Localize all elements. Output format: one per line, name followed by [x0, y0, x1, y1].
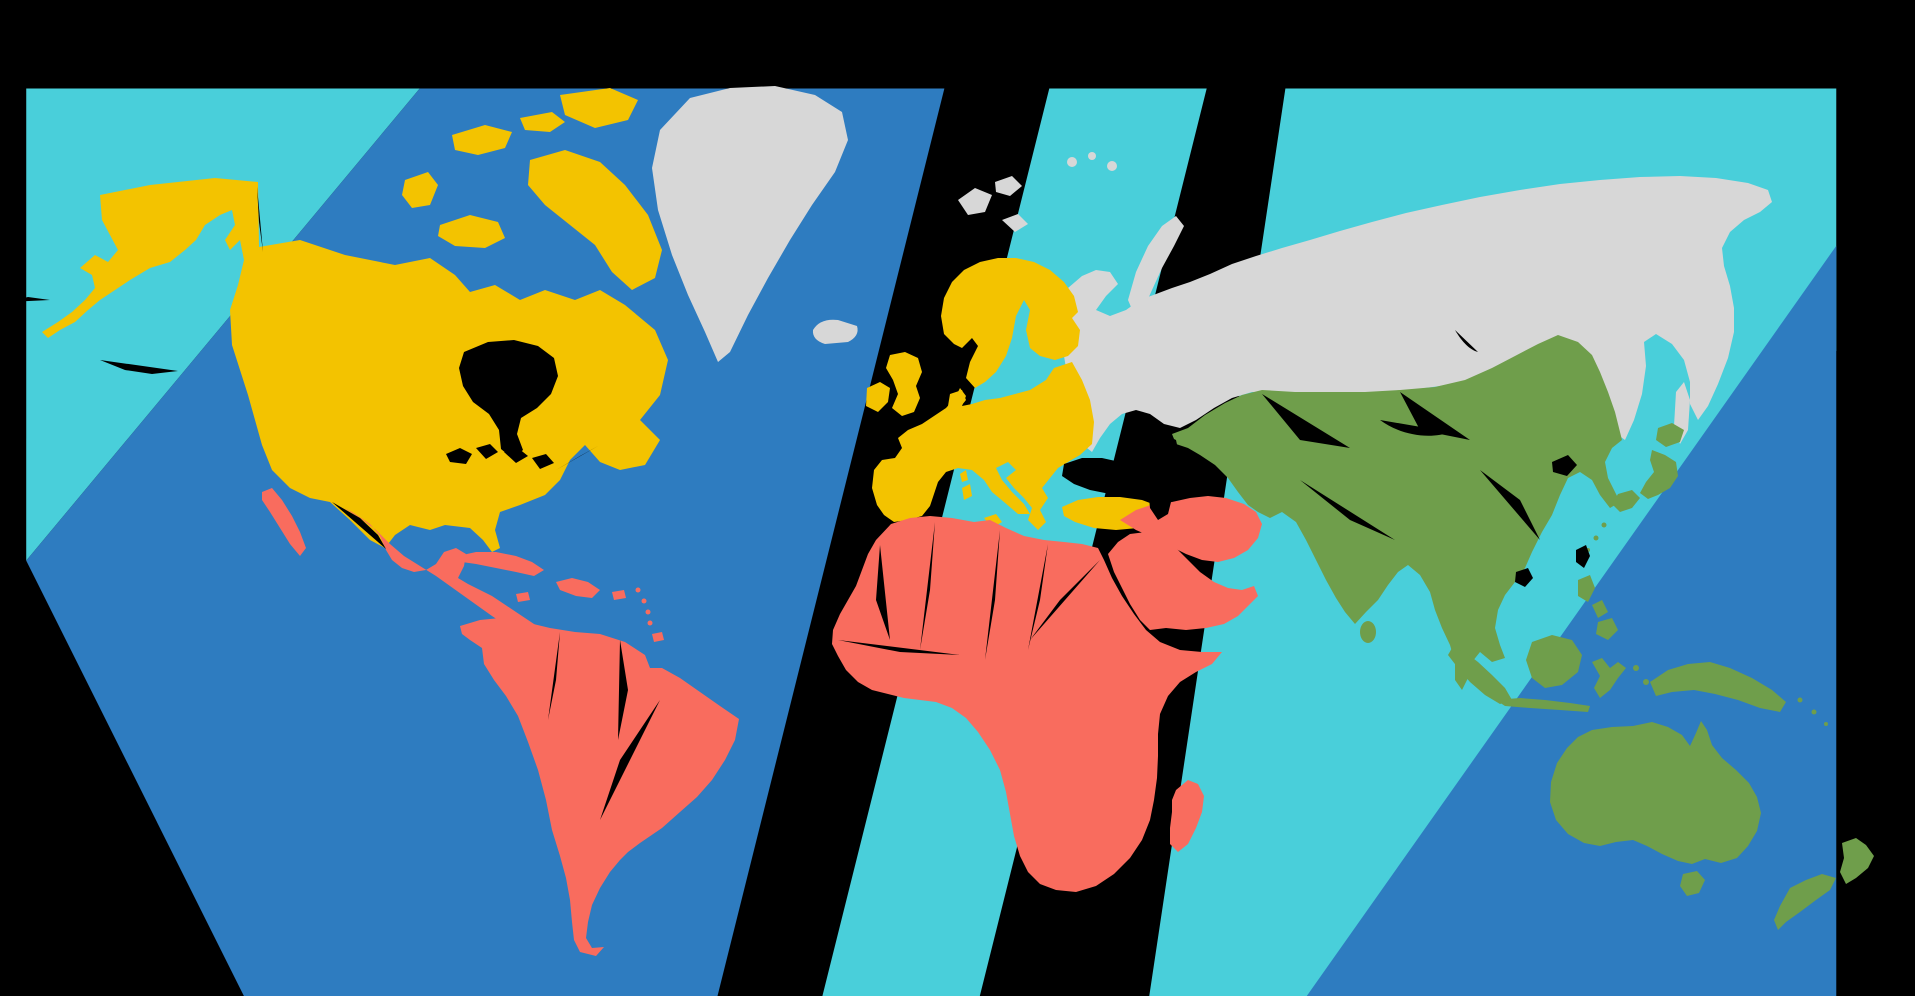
region-south-america-mea: [262, 488, 1262, 956]
asia-internal-borders: [1262, 392, 1540, 540]
australia: [1550, 721, 1761, 864]
japan-hokkaido: [1656, 423, 1684, 447]
madagascar: [1170, 780, 1204, 852]
black-sea: [1062, 458, 1138, 494]
svalbard-islands: [958, 176, 1028, 232]
africa: [832, 516, 1222, 892]
novaya-zemlya: [1128, 216, 1184, 314]
tasmania: [1680, 871, 1705, 896]
mexico-central-america: [332, 502, 548, 640]
canadian-arctic-islands: [402, 88, 662, 338]
moluccas-islands: [1633, 665, 1649, 685]
seas-and-lakes: [446, 340, 1590, 587]
puerto-rico: [612, 590, 626, 600]
hudson-bay: [459, 340, 558, 459]
arabian-peninsula: [1108, 532, 1258, 630]
source-attribution: Source: Mordor Intelligence: [0, 18, 1915, 36]
philippines: [1578, 575, 1618, 640]
bohai-gulf: [1552, 455, 1577, 476]
scandinavia: [941, 258, 1080, 388]
alaska-canada-border: [257, 186, 263, 252]
russia: [1058, 176, 1772, 452]
south-america: [460, 618, 739, 956]
corsica: [960, 470, 968, 482]
new-guinea: [1650, 662, 1786, 712]
sardinia: [962, 484, 972, 500]
region-rest-of-world: [652, 86, 1772, 452]
asia-mainland: [1172, 335, 1622, 690]
aleutian-islands: [8, 297, 210, 374]
ireland: [866, 382, 890, 412]
trinidad: [652, 632, 664, 642]
solomon-islands: [1797, 697, 1828, 726]
region-north-america-europe: [42, 88, 1158, 552]
rio-grande-border: [332, 502, 386, 549]
border-lines: [8, 186, 1540, 820]
new-zealand-south: [1774, 874, 1836, 930]
source-label: Source:: [0, 18, 56, 35]
new-zealand-north: [1840, 838, 1874, 884]
japan-honshu: [1640, 450, 1678, 499]
franz-josef-islands: [1067, 152, 1117, 171]
ryukyu-islands: [1586, 522, 1607, 552]
java: [1496, 698, 1590, 712]
cuba: [458, 552, 544, 576]
denmark: [948, 390, 966, 410]
europe-mainland: [872, 362, 1094, 530]
iceland: [812, 319, 858, 344]
baja-california: [262, 488, 306, 556]
caspian-sea: [1148, 434, 1180, 520]
lesser-antilles-islands: [635, 587, 653, 626]
united-kingdom: [886, 352, 922, 416]
page-title: Robot Vacuum Cleaners Market - Growth Ra…: [703, 16, 1212, 33]
great-lakes: [446, 444, 554, 469]
st-lawrence-river: [556, 446, 598, 470]
greenland: [652, 86, 848, 362]
legend-title: Regional Growth Rates: [0, 0, 166, 17]
region-asia-pacific: [1172, 335, 1874, 930]
hainan: [1515, 568, 1533, 587]
taiwan: [1576, 545, 1590, 568]
north-america: [42, 178, 668, 552]
hispaniola: [556, 578, 600, 598]
borneo: [1526, 635, 1582, 688]
china-rivers: [1380, 330, 1478, 436]
jamaica: [516, 592, 530, 602]
japan-kyushu-shikoku: [1612, 490, 1640, 512]
sulawesi: [1592, 658, 1626, 698]
sri-lanka: [1360, 621, 1376, 643]
source-value: Mordor Intelligence: [59, 18, 196, 35]
sumatra: [1448, 648, 1512, 704]
